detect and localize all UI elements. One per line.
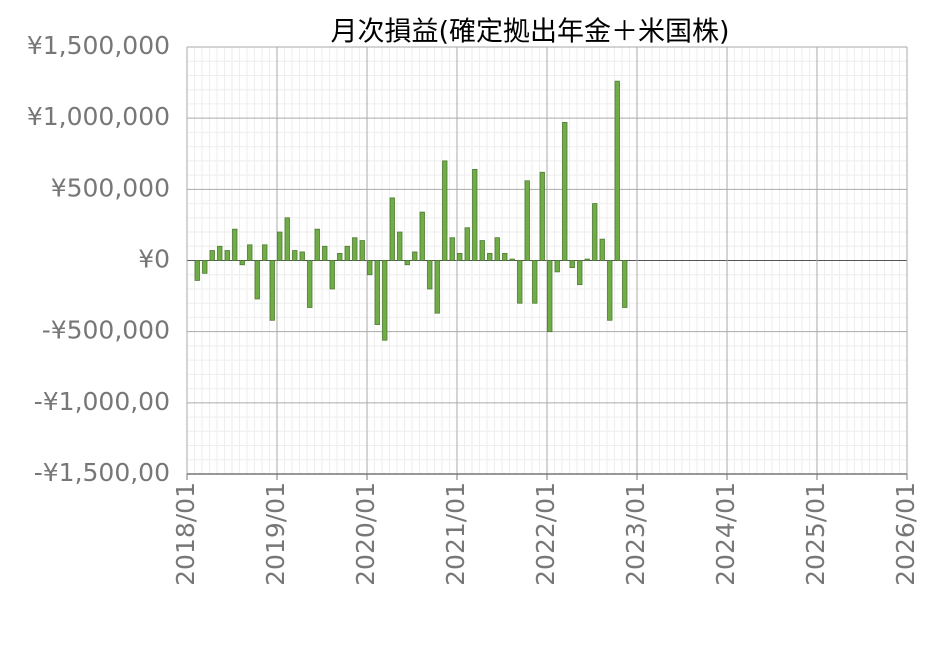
- bar: [247, 244, 253, 261]
- bar: [524, 180, 530, 261]
- bar: [442, 160, 448, 261]
- bar: [217, 245, 223, 261]
- bar: [464, 227, 470, 261]
- bar: [232, 228, 238, 261]
- x-tick-label: 2018/01: [171, 482, 200, 586]
- y-tick-label: ¥1,000,000: [27, 102, 170, 131]
- bar: [562, 122, 568, 261]
- bar: [284, 217, 290, 261]
- bar: [202, 260, 208, 274]
- bar: [554, 260, 560, 273]
- x-tick-label: 2019/01: [261, 482, 290, 586]
- bar: [314, 228, 320, 261]
- bar: [532, 260, 538, 304]
- bar: [337, 252, 343, 261]
- bar: [389, 197, 395, 261]
- x-tick-label: 2024/01: [711, 482, 740, 586]
- x-tick-label: 2022/01: [531, 482, 560, 586]
- bar: [419, 211, 425, 261]
- bar: [262, 244, 268, 261]
- bar: [352, 237, 358, 261]
- bar: [494, 237, 500, 261]
- bar: [584, 258, 590, 261]
- bar: [614, 80, 620, 261]
- bar: [509, 258, 515, 261]
- x-tick-label: 2025/01: [801, 482, 830, 586]
- x-tick-label: 2026/01: [891, 482, 920, 586]
- bar: [344, 245, 350, 261]
- bar: [449, 237, 455, 261]
- bar: [427, 260, 433, 290]
- bar: [374, 260, 380, 325]
- x-tick-label: 2020/01: [351, 482, 380, 586]
- chart-title: 月次損益(確定拠出年金＋米国株): [330, 17, 729, 48]
- bar: [517, 260, 523, 304]
- bar: [412, 251, 418, 261]
- y-tick-label: ¥500,000: [51, 173, 170, 202]
- bar: [622, 260, 628, 308]
- y-tick-label: -¥500,000: [42, 316, 170, 345]
- bar: [599, 238, 605, 261]
- bar: [239, 260, 245, 266]
- bar: [547, 260, 553, 333]
- bar: [277, 231, 283, 261]
- bar: [209, 250, 215, 261]
- bar: [434, 260, 440, 314]
- y-tick-label: -¥1,000,00: [34, 387, 170, 416]
- y-tick-label: ¥0: [138, 245, 170, 274]
- x-tick-label: 2023/01: [621, 482, 650, 586]
- bar: [299, 251, 305, 261]
- bar: [194, 260, 200, 281]
- bar: [472, 169, 478, 261]
- bar: [307, 260, 313, 308]
- bar: [322, 245, 328, 261]
- bar: [592, 203, 598, 261]
- bar: [382, 260, 388, 341]
- bar: [487, 252, 493, 261]
- y-tick-label: -¥1,500,00: [34, 458, 170, 487]
- bar: [404, 260, 410, 266]
- bar: [457, 252, 463, 261]
- x-tick-label: 2021/01: [441, 482, 470, 586]
- bar: [479, 240, 485, 261]
- bar: [329, 260, 335, 290]
- y-tick-label: ¥1,500,000: [27, 31, 170, 60]
- bar: [577, 260, 583, 286]
- bar: [254, 260, 260, 300]
- bar: [397, 231, 403, 261]
- bar: [269, 260, 275, 321]
- bar: [367, 260, 373, 276]
- bar: [607, 260, 613, 321]
- bar: [224, 250, 230, 261]
- bar: [502, 252, 508, 261]
- bar: [292, 250, 298, 261]
- bar: [359, 240, 365, 261]
- bar: [539, 171, 545, 261]
- bar: [569, 260, 575, 269]
